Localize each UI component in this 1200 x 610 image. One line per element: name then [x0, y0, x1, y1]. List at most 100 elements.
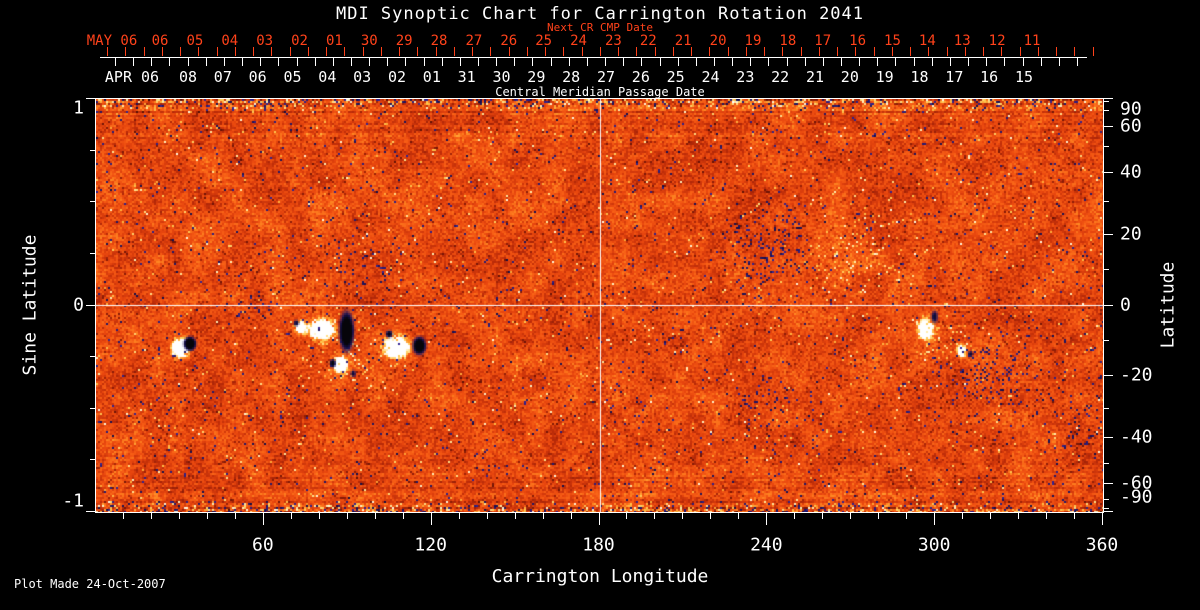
- cmp-tick: [586, 57, 588, 66]
- x-axis-title: Carrington Longitude: [491, 566, 709, 587]
- next-cr-tick: [946, 47, 948, 56]
- latitude-minor-tick: [1104, 201, 1109, 203]
- cmp-tick: [423, 57, 425, 66]
- next-cr-tick: [289, 47, 291, 56]
- plot-made-timestamp: Plot Made 24-Oct-2007: [14, 577, 166, 591]
- cmp-tick: [768, 57, 770, 66]
- latitude-major-tick: [1104, 511, 1113, 512]
- cmp-tick: [1022, 57, 1024, 66]
- cmp-tick: [550, 57, 552, 66]
- longitude-minor-tick: [738, 513, 740, 519]
- next-cr-tick: [526, 47, 528, 56]
- cmp-tick: [223, 57, 225, 66]
- next-cr-day-label: 26: [500, 33, 518, 49]
- next-cr-tick: [764, 47, 765, 56]
- sine-latitude-minor-tick: [90, 201, 95, 203]
- cmp-day-label: 22: [771, 68, 790, 86]
- next-cr-tick: [983, 47, 984, 56]
- cmp-day-label: 31: [457, 68, 476, 86]
- longitude-tick-label: 360: [1085, 534, 1119, 556]
- longitude-minor-tick: [178, 513, 180, 519]
- cmp-tick: [986, 57, 988, 66]
- cmp-day-label: 26: [631, 68, 650, 86]
- longitude-major-tick: [262, 513, 264, 525]
- next-cr-tick: [125, 47, 127, 56]
- cmp-tick: [496, 57, 498, 66]
- latitude-tick-label: 0: [1120, 294, 1131, 315]
- next-cr-tick: [198, 47, 200, 56]
- longitude-major-tick: [766, 513, 768, 525]
- latitude-major-tick: [1104, 171, 1113, 173]
- next-cr-day-label: 11: [1023, 33, 1041, 49]
- next-cr-tick: [143, 47, 145, 56]
- cmp-day-label: 17: [945, 68, 964, 86]
- cmp-tick: [949, 57, 951, 66]
- longitude-minor-tick: [822, 513, 824, 519]
- cmp-tick: [187, 57, 189, 66]
- next-cr-tick: [1037, 47, 1039, 56]
- cmp-day-label: 23: [736, 68, 755, 86]
- latitude-minor-tick: [1104, 498, 1109, 500]
- next-cr-tick: [1074, 47, 1076, 56]
- next-cr-day-label: 19: [744, 33, 762, 49]
- next-cr-tick: [618, 47, 619, 56]
- longitude-minor-tick: [878, 513, 880, 519]
- next-cr-tick: [563, 47, 565, 56]
- next-cr-tick: [800, 47, 802, 56]
- next-cr-tick: [745, 47, 747, 56]
- next-cr-day-label: 05: [186, 33, 204, 49]
- longitude-tick-label: 300: [917, 534, 951, 556]
- next-cr-day-label: 17: [814, 33, 832, 49]
- longitude-minor-tick: [1046, 513, 1048, 519]
- latitude-tick-label: -90: [1120, 486, 1153, 508]
- next-cr-tick: [873, 47, 875, 56]
- longitude-minor-tick: [542, 513, 544, 519]
- latitude-major-tick: [1104, 437, 1113, 439]
- next-cr-tick: [727, 47, 729, 56]
- next-cr-tick: [855, 47, 857, 56]
- next-cr-tick: [1092, 47, 1094, 56]
- sine-latitude-minor-tick: [90, 459, 95, 461]
- longitude-minor-tick: [346, 513, 348, 519]
- cmp-day-label: 27: [596, 68, 616, 86]
- cmp-tick: [659, 57, 661, 66]
- longitude-tick-label: 120: [414, 534, 447, 556]
- next-cr-tick: [472, 47, 473, 56]
- cmp-tick: [623, 57, 625, 66]
- cmp-tick: [568, 57, 570, 66]
- longitude-major-tick: [1102, 513, 1103, 525]
- longitude-minor-tick: [514, 513, 516, 519]
- latitude-tick-label: -60: [1120, 472, 1153, 494]
- sine-latitude-major-tick: [86, 304, 95, 306]
- cmp-day-label: 28: [562, 68, 581, 86]
- longitude-tick-label: 180: [582, 534, 615, 556]
- longitude-minor-tick: [206, 513, 208, 519]
- next-cr-tick: [636, 47, 638, 56]
- cmp-tick: [859, 57, 861, 66]
- next-cr-tick: [234, 47, 236, 56]
- latitude-minor-tick: [1104, 407, 1109, 409]
- cmp-tick: [713, 57, 715, 66]
- magnetogram-plot-frame: [95, 98, 1104, 513]
- next-cr-tick: [399, 47, 400, 56]
- longitude-major-tick: [934, 513, 936, 525]
- next-cr-tick: [307, 47, 309, 56]
- cmp-tick: [605, 57, 607, 66]
- longitude-minor-tick: [374, 513, 376, 519]
- sine-latitude-minor-tick: [90, 407, 95, 409]
- cmp-day-label: 29: [527, 68, 546, 86]
- next-cr-day-label: 16: [849, 33, 867, 49]
- next-cr-day-label: 03: [256, 33, 274, 49]
- longitude-minor-tick: [962, 513, 964, 519]
- next-cr-day-label: 14: [918, 33, 936, 49]
- cmp-tick: [532, 57, 534, 66]
- cmp-day-label: 15: [1014, 68, 1034, 86]
- cmp-tick: [1004, 57, 1006, 66]
- sine-latitude-axis-title: Sine Latitude: [19, 234, 41, 376]
- next-cr-tick: [837, 47, 838, 56]
- cmp-axis-title: Central Meridian Passage Date: [495, 85, 705, 99]
- next-cr-tick: [654, 47, 656, 56]
- cmp-tick: [151, 57, 153, 66]
- latitude-tick-label: -20: [1120, 364, 1153, 386]
- next-cr-tick: [782, 47, 784, 56]
